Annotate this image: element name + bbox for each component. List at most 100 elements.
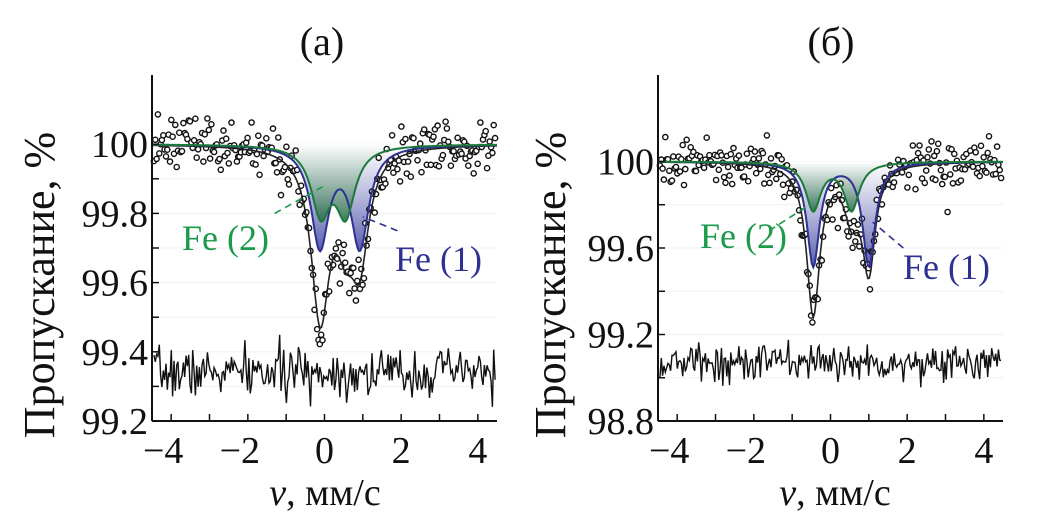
data-point [984, 149, 992, 157]
data-point [980, 153, 988, 161]
data-point [166, 158, 174, 165]
x-axis-label-var: v [269, 472, 286, 514]
data-point [430, 133, 437, 141]
data-point [447, 162, 455, 169]
y-tick-label: 98.8 [588, 401, 655, 443]
data-point [336, 280, 344, 287]
data-point [360, 274, 368, 282]
data-point [349, 264, 357, 272]
x-tick-label: −2 [726, 430, 766, 472]
data-point [662, 133, 669, 141]
data-point [292, 147, 300, 154]
data-point [277, 191, 285, 199]
data-point [727, 150, 735, 158]
data-point [781, 193, 788, 201]
data-point [228, 119, 235, 126]
annotation-leader-fe1 [362, 216, 398, 232]
annotation-fe2: Fe (2) [182, 218, 269, 258]
panel-title: (б) [808, 19, 855, 64]
data-point [856, 243, 863, 250]
data-point [335, 239, 342, 246]
data-point [941, 173, 949, 181]
data-point [854, 221, 862, 228]
data-point [382, 180, 389, 187]
data-point [852, 238, 859, 245]
x-tick-label: 0 [821, 430, 840, 472]
data-point [849, 244, 856, 252]
data-point [352, 297, 360, 304]
data-point [332, 245, 340, 252]
x-axis-label-units: , мм/с [796, 472, 891, 514]
data-point [909, 142, 917, 149]
panel-a: (a) Пропускание, % v, мм/с 99.2 99.4 99.6 9… [15, 19, 499, 514]
data-point [171, 121, 179, 129]
data-point [715, 166, 723, 174]
data-point [938, 180, 946, 188]
data-point [204, 115, 211, 122]
data-point [273, 168, 281, 176]
data-point [922, 167, 930, 174]
data-point [963, 150, 970, 158]
data-point [216, 155, 223, 163]
data-point [178, 147, 186, 155]
data-point [396, 178, 404, 185]
data-point [703, 134, 711, 141]
data-point [262, 134, 270, 142]
data-point [477, 119, 484, 126]
data-point [773, 175, 780, 183]
data-point [193, 154, 200, 161]
data-point [175, 129, 183, 136]
y-tick-label: 99.6 [82, 263, 149, 305]
residual-line [659, 339, 1002, 388]
data-point [930, 152, 938, 160]
annotation-fe1: Fe (1) [903, 247, 990, 287]
data-point [403, 170, 411, 177]
data-point [916, 142, 923, 149]
annotation-leader-fe2 [274, 185, 325, 215]
data-point [470, 170, 478, 177]
component-line-fe2 [152, 143, 497, 223]
data-point [672, 163, 680, 171]
data-point [248, 119, 255, 126]
x-axis-label: v, мм/с [269, 472, 380, 514]
data-point [398, 123, 405, 130]
data-point [184, 135, 191, 143]
data-point [767, 155, 775, 162]
residual-line [153, 334, 496, 407]
data-point [186, 118, 194, 125]
data-point [167, 116, 175, 124]
data-point [720, 173, 728, 181]
data-point [997, 174, 1005, 182]
data-point [744, 177, 752, 185]
data-point [345, 289, 353, 297]
data-point [252, 161, 259, 168]
data-point [169, 133, 176, 140]
data-point [972, 148, 980, 156]
data-point [371, 209, 379, 216]
data-point [904, 184, 911, 191]
data-point [993, 143, 1001, 150]
data-point [809, 319, 816, 326]
x-tick-label: 2 [392, 430, 411, 472]
data-point [272, 159, 280, 167]
x-tick-label: 4 [974, 430, 993, 472]
data-point [284, 175, 292, 183]
data-point [319, 336, 326, 344]
data-point [285, 181, 293, 188]
data-point [206, 155, 214, 162]
data-point [668, 177, 676, 184]
data-point [153, 155, 160, 163]
data-point [256, 171, 263, 179]
data-point [928, 138, 935, 145]
x-tick-label: 4 [468, 430, 487, 472]
data-point [692, 167, 700, 175]
data-point [317, 331, 325, 339]
data-point [222, 135, 230, 142]
data-point [835, 191, 843, 198]
x-tick-label: −4 [649, 430, 689, 472]
data-point [490, 121, 498, 129]
data-point [416, 140, 424, 147]
data-point [486, 138, 494, 145]
data-point [390, 169, 397, 176]
data-point [829, 216, 836, 223]
